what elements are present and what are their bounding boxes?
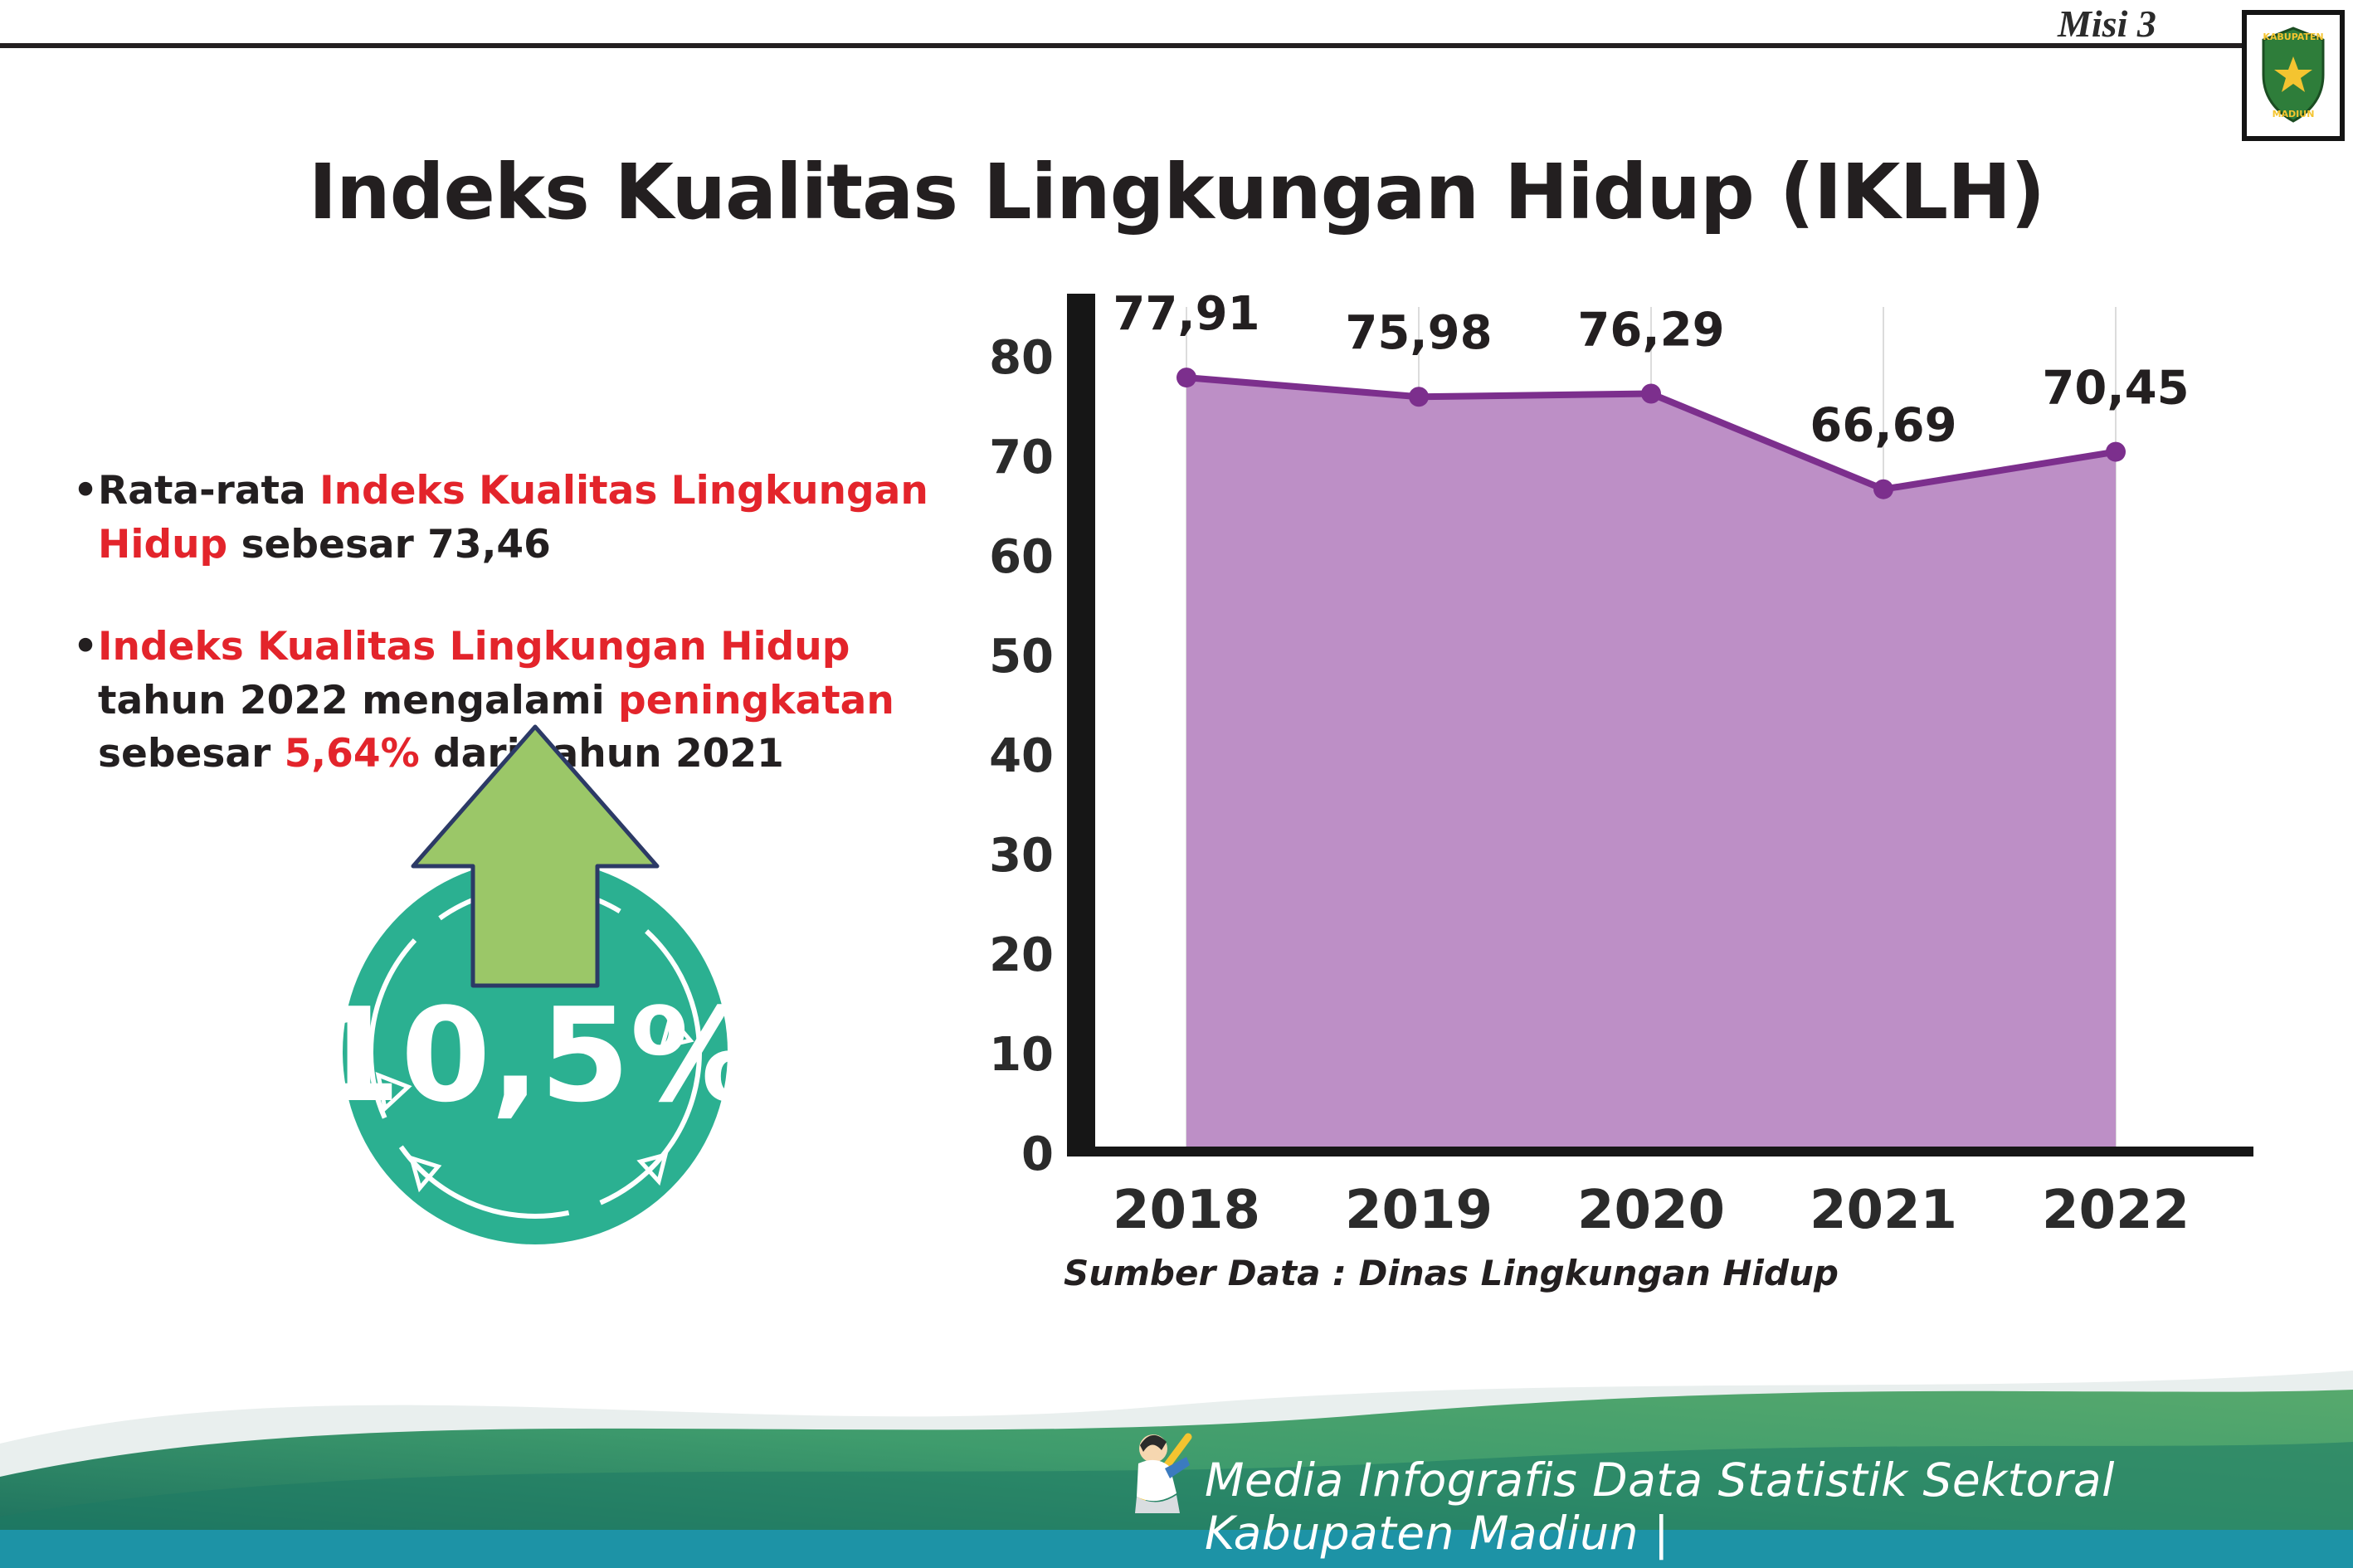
bullet-increase-iklh: •Indeks Kualitas Lingkungan Hidup tahun … [73,621,936,782]
footer-waves [0,1319,2353,1568]
data-point [1409,387,1429,407]
y-tick-label: 50 [989,630,1054,684]
data-point [1176,368,1196,388]
x-tick-label: 2022 [2042,1180,2190,1241]
bullet-marker: • [73,468,99,514]
y-tick-label: 30 [989,829,1054,883]
logo-text-bottom: MADIUN [2273,109,2315,119]
up-arrow-icon [411,724,660,988]
chart-source-note: Sumber Data : Dinas Lingkungan Hidup [1064,1253,1839,1293]
data-label: 75,98 [1345,306,1492,360]
data-label: 77,91 [1113,287,1259,341]
y-tick-label: 20 [989,928,1054,982]
bullet-average-iklh: •Rata-rata Indeks Kualitas Lingkungan Hi… [73,465,936,572]
mascot-icon [1115,1420,1201,1528]
x-axis-line [1067,1147,2253,1157]
bullet2-text2: sebesar [98,731,285,777]
header-rule [0,43,2243,48]
crest-icon: KABUPATEN MADIUN [2262,27,2325,123]
bullet1-text: Rata-rata [98,468,320,514]
bullet2-text1: tahun 2022 mengalami [98,677,619,723]
bullet2-text3: dari tahun 2021 [419,731,784,777]
y-tick-label: 70 [989,431,1054,485]
summary-bullets: •Rata-rata Indeks Kualitas Lingkungan Hi… [73,465,936,830]
misi-label: Misi 3 [2058,2,2156,45]
data-label: 70,45 [2042,362,2189,416]
bullet2-highlight2: peningkatan [618,677,894,723]
iklh-chart-area: 0 10 20 30 40 50 60 70 80 77,91 2018 75,98 2019 76,29… [971,274,2265,1269]
bullet2-highlight1: Indeks Kualitas Lingkungan Hidup [98,623,850,670]
footer-wave-graphic [0,1371,2353,1568]
y-tick-label: 80 [989,331,1054,385]
bullet-marker: • [73,623,99,670]
y-tick-label: 60 [989,530,1054,584]
data-label: 76,29 [1577,304,1724,358]
footer-credit: Media Infografis Data Statistik Sektoral… [1205,1454,2115,1560]
y-tick-label: 0 [1021,1127,1054,1181]
increase-badge-graphic: 10,5% [310,724,760,1244]
y-tick-label: 10 [989,1028,1054,1082]
iklh-area-chart: 0 10 20 30 40 50 60 70 80 77,91 2018 75,98 2019 76,29… [989,287,2253,1241]
data-label: 66,69 [1810,399,1956,453]
bullet2-percent: 5,64% [284,731,420,777]
footer-bottom-strip [0,1530,2353,1568]
x-tick-label: 2020 [1577,1180,1725,1241]
y-axis-bar [1067,294,1095,1157]
y-tick-label: 40 [989,729,1054,783]
badge-triangle-marks [375,1012,694,1193]
increase-badge: 10,5% [299,712,772,1259]
data-point [1873,479,1893,499]
x-tick-label: 2019 [1345,1180,1493,1241]
page-title: Indeks Kualitas Lingkungan Hidup (IKLH) [308,147,2045,236]
kabupaten-madiun-logo: KABUPATEN MADIUN [2242,10,2345,141]
area-shape [1186,377,2116,1153]
bullet1-value: sebesar 73,46 [227,521,551,567]
data-point [2106,441,2126,462]
logo-text-top: KABUPATEN [2263,32,2323,42]
x-tick-label: 2021 [1810,1180,1957,1241]
badge-circle [343,859,728,1244]
x-tick-label: 2018 [1113,1180,1260,1241]
data-point [1641,383,1661,404]
bullet1-highlight: Indeks Kualitas Lingkungan Hidup [98,468,928,567]
badge-percentage: 10,5% [310,980,759,1131]
